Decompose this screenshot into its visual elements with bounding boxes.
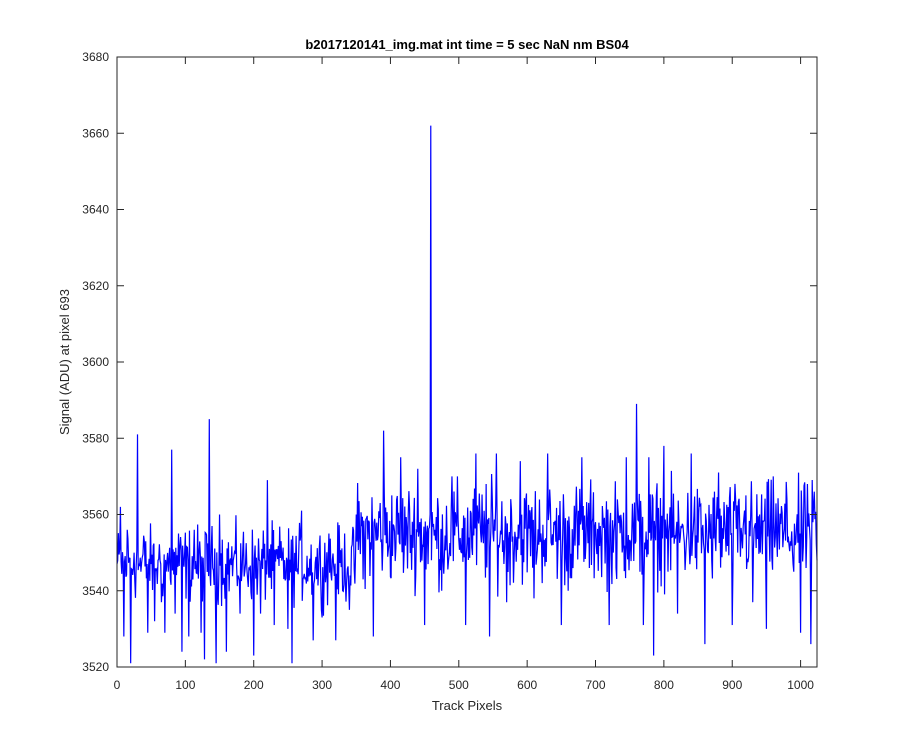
y-tick-label: 3540 [82, 584, 109, 598]
x-tick-label: 500 [449, 678, 469, 692]
x-tick-label: 100 [175, 678, 195, 692]
x-tick-label: 900 [722, 678, 742, 692]
x-tick-label: 400 [380, 678, 400, 692]
x-axis-label: Track Pixels [432, 698, 503, 713]
x-tick-label: 1000 [787, 678, 814, 692]
x-tick-label: 0 [114, 678, 121, 692]
y-tick-label: 3620 [82, 279, 109, 293]
series-layer [116, 125, 818, 664]
y-tick-label: 3680 [82, 50, 109, 64]
x-tick-label: 600 [517, 678, 537, 692]
y-tick-label: 3600 [82, 355, 109, 369]
x-tick-label: 200 [244, 678, 264, 692]
y-tick-label: 3580 [82, 431, 109, 445]
y-tick-label: 3520 [82, 660, 109, 674]
x-tick-label: 300 [312, 678, 332, 692]
y-ticks: 3520 3540 3560 3580 3600 3620 3640 3660 3680 [82, 50, 817, 674]
series-line [116, 125, 818, 664]
y-axis-label: Signal (ADU) at pixel 693 [57, 289, 72, 435]
y-tick-label: 3660 [82, 126, 109, 140]
x-tick-label: 800 [654, 678, 674, 692]
axes-background [117, 57, 817, 667]
y-tick-label: 3640 [82, 203, 109, 217]
chart-title: b2017120141_img.mat int time = 5 sec NaN… [305, 37, 629, 52]
y-tick-label: 3560 [82, 508, 109, 522]
x-tick-label: 700 [586, 678, 606, 692]
x-ticks: 0 100 200 300 400 500 600 700 800 900 1000 [114, 57, 814, 692]
